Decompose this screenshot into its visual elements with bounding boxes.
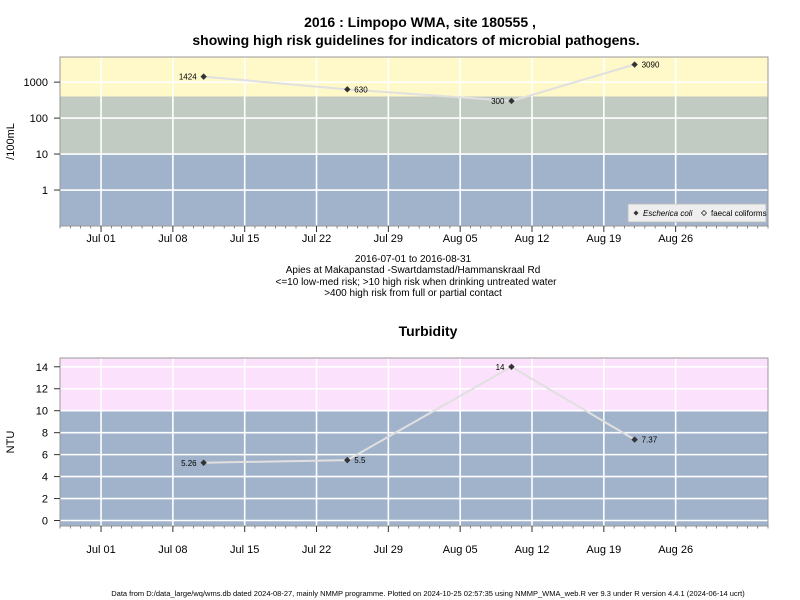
legend-marker-ecoli [633,210,639,216]
risk-band-1 [60,96,768,155]
data-label-1: 5.5 [354,456,366,465]
x-tick-label-5: Aug 05 [443,544,478,556]
x-tick-label-1: Jul 08 [158,544,187,556]
data-point-2 [508,363,515,370]
legend-entry-ecoli: Escherica coli [643,209,693,218]
data-label-3: 3090 [642,61,660,70]
legend-box [627,203,767,223]
y-tick-label-0: 0 [42,516,48,528]
turbidity-panel: Jul 01 Jul 08 Jul 15 Jul 22 Jul 29 Aug 05 Aug … [5,323,769,556]
x-tick-label-2: Jul 15 [230,233,259,245]
data-label-0: 5.26 [181,459,197,468]
plot-frame [59,357,769,527]
x-tick-label-4: Jul 29 [374,233,403,245]
y-tick-label-1: 2 [42,494,48,506]
x-tick-label-6: Aug 12 [515,544,550,556]
risk-band-1 [60,358,768,411]
x-tick-label-8: Aug 26 [658,544,693,556]
data-point-0 [200,459,207,466]
y-tick-label-1: 10 [36,149,48,161]
y-tick-label-3: 6 [42,450,48,462]
data-point-3 [631,61,638,68]
data-point-1 [344,86,351,93]
x-tick-label-0: Jul 01 [86,544,115,556]
panel-title: Turbidity [399,323,458,339]
footer-note: Data from D:/data_large/wq/wms.db dated … [111,589,745,598]
ecoli-panel: Jul 01 Jul 08 Jul 15 Jul 22 Jul 29 Aug 05 Aug … [5,56,769,245]
info-guideline-drinking: <=10 low-med risk; >10 high risk when dr… [276,277,558,288]
chart-title-line1: 2016 : Limpopo WMA, site 180555 , [304,14,536,30]
x-tick-label-4: Jul 29 [374,544,403,556]
plot-frame [59,56,769,227]
info-site-name: Apies at Makapanstad -Swartdamstad/Hamma… [286,265,541,276]
legend: Escherica coli faecal coliforms [627,203,767,223]
data-point-0 [200,73,207,80]
y-tick-label-3: 1000 [24,77,48,89]
chart-title-line2: showing high risk guidelines for indicat… [192,32,639,48]
y-axis-label: NTU [5,431,17,454]
y-axis-label: /100mL [5,123,17,160]
series-line-0 [203,63,635,102]
x-tick-label-2: Jul 15 [230,544,259,556]
data-label-2: 14 [496,363,505,372]
legend-entry-faecal: faecal coliforms [711,209,767,218]
x-tick-label-1: Jul 08 [158,233,187,245]
data-label-0: 1424 [179,73,197,82]
x-tick-label-3: Jul 22 [302,233,331,245]
series-line-0 [203,365,636,464]
y-tick-label-2: 4 [42,472,48,484]
y-tick-label-5: 10 [36,406,48,418]
x-tick-label-3: Jul 22 [302,544,331,556]
info-date-range: 2016-07-01 to 2016-08-31 [355,254,472,265]
risk-band-0 [60,410,768,526]
y-tick-label-6: 12 [36,384,48,396]
legend-marker-faecal [700,209,708,217]
x-tick-label-8: Aug 26 [658,233,693,245]
x-tick-label-6: Aug 12 [515,233,550,245]
x-tick-label-5: Aug 05 [443,233,478,245]
data-point-2 [508,97,515,105]
y-tick-label-2: 100 [30,113,48,125]
data-label-1: 630 [354,85,368,94]
y-tick-label-4: 8 [42,428,48,440]
x-tick-label-7: Aug 19 [586,544,621,556]
x-tick-label-0: Jul 01 [86,233,115,245]
risk-band-2 [60,57,768,97]
data-label-2: 300 [491,97,505,106]
y-tick-label-7: 14 [36,362,48,374]
y-tick-label-0: 1 [42,185,48,197]
x-tick-label-7: Aug 19 [586,233,621,245]
data-label-3: 7.37 [642,436,658,445]
data-point-3 [631,436,638,443]
info-guideline-contact: >400 high risk from full or partial cont… [324,288,502,299]
data-point-1 [344,456,351,464]
